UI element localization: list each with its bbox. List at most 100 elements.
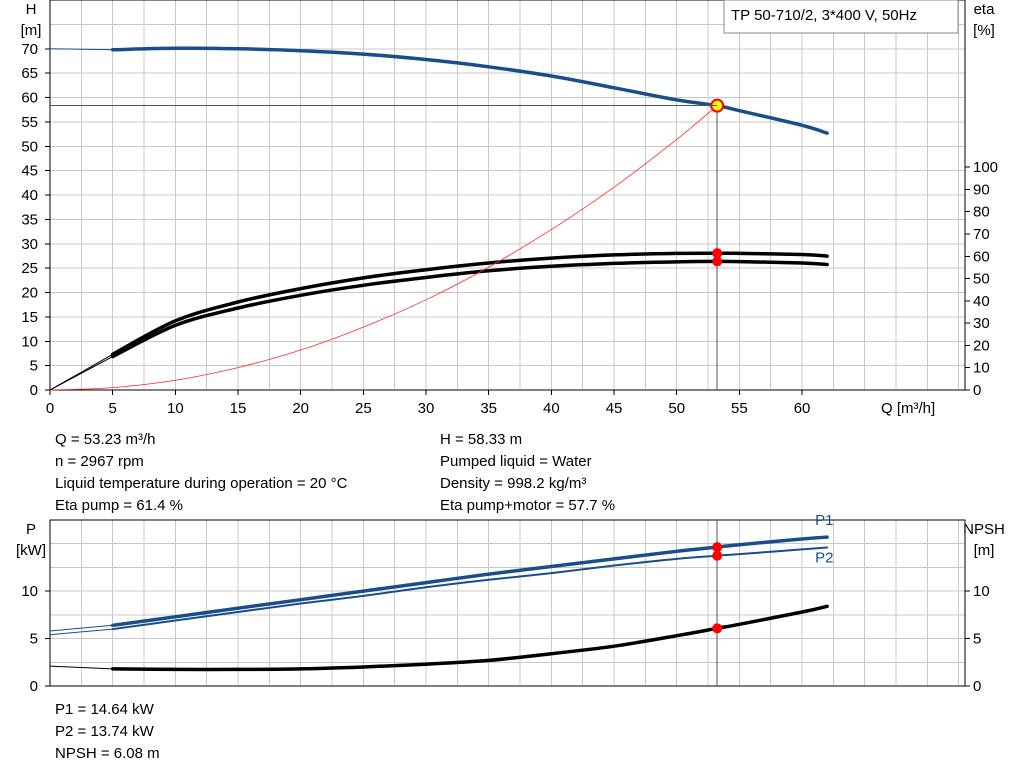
y-tick-label-left: 0 (30, 382, 38, 399)
y-tick-label-right: 20 (973, 337, 990, 354)
y-axis-left: 0 5 10 (21, 583, 50, 695)
x-tick-label: 55 (731, 400, 748, 417)
y-tick-label-right: 80 (973, 204, 990, 221)
y-label-right-unit: [m] (974, 542, 995, 559)
y-tick-label-right: 40 (973, 293, 990, 310)
series-group: P1 P2 (49, 512, 833, 672)
y-tick-label-right: 100 (973, 159, 998, 176)
info-eta-pump: Eta pump = 61.4 % (55, 497, 183, 514)
y-tick-label-right: 10 (973, 583, 990, 600)
info-top-right: H = 58.33 m Pumped liquid = Water Densit… (440, 429, 615, 517)
series-line-eta-pump-motor (110, 259, 829, 359)
y-tick-label-left: 20 (21, 285, 38, 302)
y-axis-right: 0 5 10 (965, 583, 990, 695)
series-lead-P1 (49, 624, 113, 632)
chart-panel-1: 0 5 10 0 5 10 P [kW] NPSH [m] P1 P2 (16, 512, 1005, 695)
y-tick-label-left: 0 (30, 678, 38, 695)
x-tick-label: 40 (543, 400, 560, 417)
y-label-right-symbol: eta (974, 1, 996, 18)
y-tick-label-left: 5 (30, 358, 38, 375)
chart-title: TP 50-710/2, 3*400 V, 50Hz (731, 7, 917, 24)
y-tick-label-left: 35 (21, 211, 38, 228)
x-tick-label: 30 (418, 400, 435, 417)
x-tick-label: 10 (167, 400, 184, 417)
y-tick-label-right: 70 (973, 226, 990, 243)
info-speed: n = 2967 rpm (55, 453, 144, 470)
info-flow: Q = 53.23 m³/h (55, 431, 156, 448)
info-p2: P2 = 13.74 kW (55, 723, 154, 740)
series-lead-head (49, 48, 113, 51)
y-tick-label-left: 10 (21, 583, 38, 600)
marker-npsh (712, 623, 723, 634)
series-line-P1 (110, 535, 829, 628)
axis-labels: P [kW] NPSH [m] (16, 521, 1005, 559)
y-tick-label-left: 70 (21, 41, 38, 58)
x-tick-label: 50 (668, 400, 685, 417)
info-head: H = 58.33 m (440, 431, 523, 448)
y-tick-label-left: 25 (21, 260, 38, 277)
info-npsh: NPSH = 6.08 m (55, 745, 160, 762)
marker-eta-pump-motor (712, 256, 723, 267)
y-label-left-unit: [kW] (16, 542, 46, 559)
title-box (723, 0, 959, 34)
y-label-left-unit: [m] (21, 22, 42, 39)
series-lead-P2 (49, 628, 113, 636)
y-tick-label-right: 60 (973, 248, 990, 265)
y-tick-label-right: 5 (973, 631, 981, 648)
x-axis-label: Q [m³/h] (881, 400, 935, 417)
series-line-NPSH (110, 604, 829, 672)
grid-horizontal (50, 519, 965, 687)
y-tick-label-right: 30 (973, 315, 990, 332)
x-tick-label: 15 (230, 400, 247, 417)
y-tick-label-left: 10 (21, 333, 38, 350)
y-tick-label-left: 55 (21, 114, 38, 131)
axis-labels: H [m] eta [%] (21, 1, 996, 39)
y-tick-label-right: 0 (973, 382, 981, 399)
chart-panel-0: 0510152025303540455055606570010203040506… (21, 0, 998, 417)
y-tick-label-left: 30 (21, 236, 38, 253)
marker-p2 (712, 550, 723, 561)
x-tick-label: 35 (480, 400, 497, 417)
info-liquid-temperature: Liquid temperature during operation = 20… (55, 475, 348, 492)
y-tick-label-right: 0 (973, 678, 981, 695)
plot-frame (49, 519, 966, 687)
x-tick-label: 60 (794, 400, 811, 417)
x-axis: 0 5 10 15 20 25 30 35 40 45 50 55 60 Q [m³/h] (46, 390, 935, 417)
y-tick-label-right: 50 (973, 271, 990, 288)
y-tick-label-left: 50 (21, 138, 38, 155)
series-line-head (110, 46, 829, 135)
y-label-left-symbol: H (26, 1, 37, 18)
x-tick-label: 25 (355, 400, 372, 417)
y-tick-label-right: 90 (973, 181, 990, 198)
series-line-eta-pump (110, 251, 829, 357)
x-tick-label: 20 (292, 400, 309, 417)
x-tick-label: 45 (606, 400, 623, 417)
series-lead-eta-pump-motor (49, 356, 113, 391)
series-label-P2: P2 (815, 550, 833, 567)
series-line-system-curve (49, 105, 718, 391)
grid-horizontal (50, 0, 965, 391)
x-tick-label: 0 (46, 400, 54, 417)
y-label-left-symbol: P (26, 521, 36, 538)
series-group (49, 46, 829, 391)
y-axis-left: 0 5 10 15 20 25 30 35 40 45 50 55 60 65 70 (21, 41, 50, 399)
y-tick-label-left: 40 (21, 187, 38, 204)
x-tick-label: 5 (108, 400, 116, 417)
info-bottom: P1 = 14.64 kW P2 = 13.74 kW NPSH = 6.08 … (55, 699, 160, 765)
y-label-right-symbol: NPSH (963, 521, 1005, 538)
marker-eta-pump (712, 248, 723, 259)
y-tick-label-left: 5 (30, 631, 38, 648)
marker-p1 (712, 542, 723, 553)
y-axis-right: 0 10 20 30 40 50 60 70 80 90 100 (965, 159, 998, 399)
info-eta-pump-motor: Eta pump+motor = 57.7 % (440, 497, 616, 514)
info-p1: P1 = 14.64 kW (55, 701, 154, 718)
y-tick-label-left: 45 (21, 163, 38, 180)
y-tick-label-left: 60 (21, 90, 38, 107)
series-label-P1: P1 (815, 512, 833, 529)
series-line-P2 (111, 546, 829, 631)
operating-point-markers (712, 542, 723, 634)
info-density: Density = 998.2 kg/m³ (440, 475, 587, 492)
y-label-right-unit: [%] (973, 22, 995, 39)
info-top-left: Q = 53.23 m³/h n = 2967 rpm Liquid tempe… (55, 429, 347, 517)
